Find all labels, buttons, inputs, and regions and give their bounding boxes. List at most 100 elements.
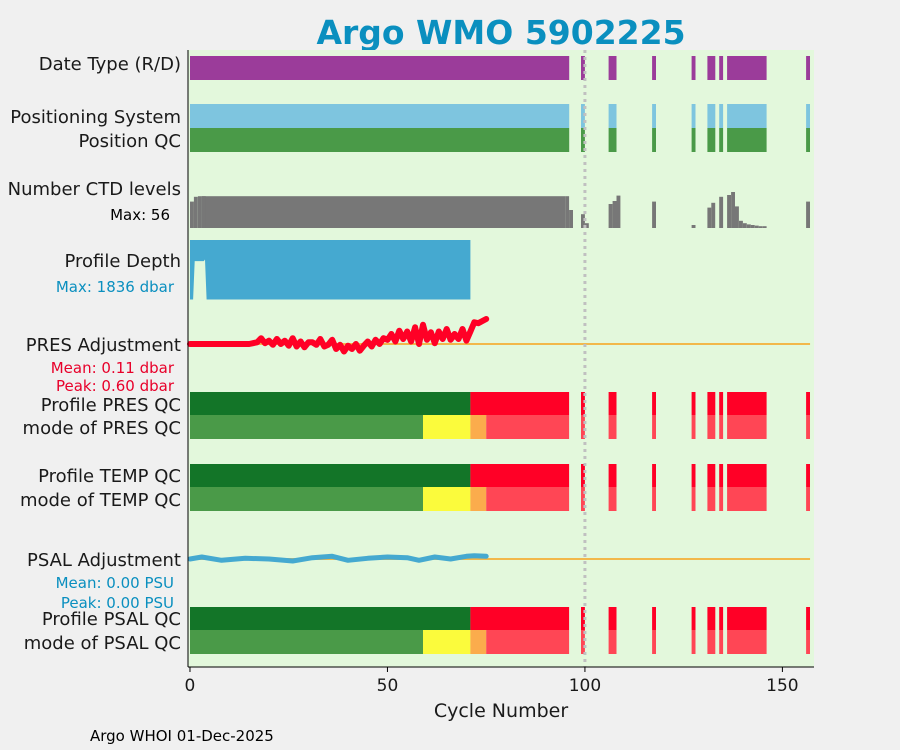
- psal-profile-qc-bar: [719, 607, 724, 630]
- temp-profile-qc-bar: [581, 464, 585, 487]
- ctd-level-bar: [608, 204, 613, 228]
- psal-mode-qc-bar: [423, 630, 471, 654]
- positioning-bar: [652, 104, 656, 128]
- temp-profile-qc-bar: [691, 464, 696, 487]
- label-pres-peak: Peak: 0.60 dbar: [56, 377, 175, 395]
- pres-profile-qc-bar: [719, 392, 724, 415]
- position-qc-bar: [691, 128, 696, 152]
- label-depth-max: Max: 1836 dbar: [56, 278, 175, 296]
- ctd-level-bar: [739, 220, 743, 228]
- ctd-level-bar: [584, 223, 589, 228]
- x-tick-label: 0: [185, 676, 196, 696]
- temp-profile-qc-bar: [727, 464, 767, 487]
- label-psal-adjustment: PSAL Adjustment: [27, 550, 181, 571]
- pres-profile-qc-bar: [470, 392, 570, 415]
- x-axis-ticks: 0 50 100 150: [185, 667, 799, 696]
- psal-profile-qc-bar: [707, 607, 716, 630]
- label-pres-mean: Mean: 0.11 dbar: [51, 359, 175, 377]
- date-type-bar: [652, 56, 656, 80]
- label-date-type: Date Type (R/D): [39, 54, 181, 75]
- psal-profile-qc-bar: [806, 607, 810, 630]
- psal-mode-qc-bar: [190, 630, 423, 654]
- date-type-bar: [806, 56, 810, 80]
- pres-adjustment-line: [187, 316, 490, 355]
- psal-mode-qc-bar: [652, 630, 656, 654]
- ctd-level-bar: [758, 226, 763, 228]
- psal-profile-qc-bar: [727, 607, 767, 630]
- temp-mode-qc-bar: [423, 487, 471, 511]
- label-profile-depth: Profile Depth: [64, 251, 181, 272]
- psal-mode-qc-bar: [691, 630, 696, 654]
- pres-mode-qc-bar: [486, 415, 570, 439]
- ctd-level-bar: [612, 201, 617, 228]
- label-pres-adjustment: PRES Adjustment: [26, 335, 181, 356]
- temp-mode-qc-bar: [608, 487, 617, 511]
- ctd-level-bar: [190, 201, 194, 228]
- profile-depth-area: [190, 240, 471, 300]
- psal-mode-qc-bar: [608, 630, 617, 654]
- temp-profile-qc-bar: [707, 464, 716, 487]
- date-type-bar: [691, 56, 696, 80]
- pres-profile-qc-bar: [652, 392, 656, 415]
- ctd-level-bar: [731, 192, 735, 228]
- label-profile-psal-qc: Profile PSAL QC: [42, 609, 181, 630]
- temp-mode-qc-bar: [691, 487, 696, 511]
- temp-mode-qc-bar: [190, 487, 423, 511]
- position-qc-bar: [806, 128, 810, 152]
- temp-profile-qc-bar: [806, 464, 810, 487]
- psal-profile-qc-bar: [652, 607, 656, 630]
- position-qc-bar: [652, 128, 656, 152]
- temp-mode-qc-bar: [719, 487, 724, 511]
- chart-title: Argo WMO 5902225: [316, 13, 685, 52]
- temp-profile-qc-bar: [608, 464, 617, 487]
- ctd-level-bar: [197, 196, 202, 228]
- temp-mode-qc-bar: [806, 487, 810, 511]
- chart-marks: [187, 50, 811, 667]
- ctd-level-bar: [711, 202, 716, 228]
- psal-profile-qc-bar: [190, 607, 471, 630]
- positioning-bar: [691, 104, 696, 128]
- pres-profile-qc-bar: [608, 392, 617, 415]
- x-tick-label: 50: [377, 676, 399, 696]
- date-type-bar: [581, 56, 585, 80]
- psal-profile-qc-bar: [608, 607, 617, 630]
- label-profile-pres-qc: Profile PRES QC: [41, 395, 181, 416]
- ctd-level-bar: [735, 206, 739, 228]
- positioning-bar: [608, 104, 617, 128]
- pres-profile-qc-bar: [806, 392, 810, 415]
- ctd-level-bar: [201, 196, 206, 228]
- plot-background: [188, 50, 814, 667]
- ctd-level-bar: [754, 225, 759, 228]
- psal-profile-qc-bar: [691, 607, 696, 630]
- positioning-bar: [719, 104, 724, 128]
- temp-profile-qc-bar: [470, 464, 570, 487]
- date-type-bar: [190, 56, 570, 80]
- ctd-level-bar: [727, 195, 731, 228]
- temp-mode-qc-bar: [707, 487, 716, 511]
- pres-mode-qc-bar: [691, 415, 696, 439]
- pres-profile-qc-bar: [691, 392, 696, 415]
- ctd-level-bar: [806, 201, 810, 228]
- pres-mode-qc-bar: [190, 415, 423, 439]
- ctd-level-bar: [762, 226, 767, 228]
- ctd-level-bar: [719, 196, 724, 228]
- ctd-level-bar: [746, 224, 751, 228]
- row-labels: Date Type (R/D) Positioning System Posit…: [8, 54, 181, 654]
- psal-mode-qc-bar: [806, 630, 810, 654]
- psal-profile-qc-bar: [470, 607, 570, 630]
- ctd-level-bar: [193, 196, 198, 228]
- psal-mode-qc-bar: [707, 630, 716, 654]
- pres-mode-qc-bar: [719, 415, 724, 439]
- psal-mode-qc-bar: [486, 630, 570, 654]
- date-type-bar: [719, 56, 724, 80]
- pres-mode-qc-bar: [608, 415, 617, 439]
- label-psal-mean: Mean: 0.00 PSU: [56, 574, 174, 592]
- ctd-level-bar: [652, 201, 656, 228]
- label-ctd-max: Max: 56: [110, 206, 170, 224]
- positioning-bar: [806, 104, 810, 128]
- ctd-level-bar: [201, 196, 566, 228]
- pres-profile-qc-bar: [190, 392, 471, 415]
- psal-mode-qc-bar: [719, 630, 724, 654]
- temp-mode-qc-bar: [486, 487, 570, 511]
